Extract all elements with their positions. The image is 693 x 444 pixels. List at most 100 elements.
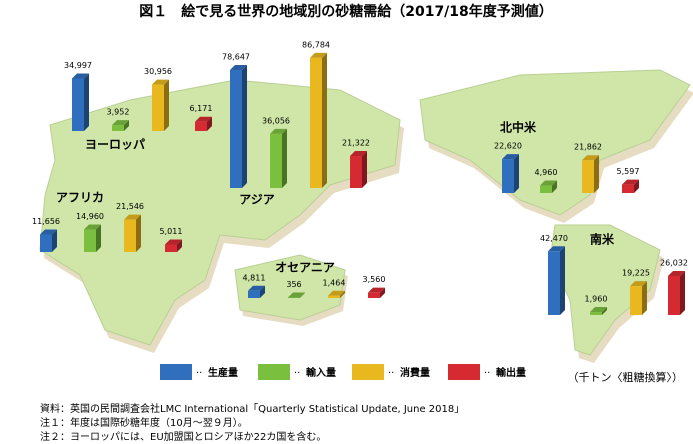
bar-side <box>552 180 557 193</box>
bar <box>622 184 634 193</box>
bar <box>195 121 207 131</box>
region-label: アフリカ <box>56 191 104 205</box>
data-label: 78,647 <box>222 53 250 62</box>
bar-side <box>282 128 287 188</box>
legend-swatch <box>258 364 290 380</box>
bar-side <box>136 214 141 252</box>
bar-top <box>502 154 519 160</box>
bar-side <box>560 246 565 315</box>
bar <box>112 125 124 131</box>
data-label: 4,960 <box>535 168 558 177</box>
data-label: 356 <box>286 280 301 289</box>
data-label: 42,470 <box>540 234 568 243</box>
data-label: 86,784 <box>302 40 330 49</box>
bar-top <box>668 270 685 276</box>
bar <box>248 290 260 298</box>
bar-top <box>350 151 367 157</box>
bar-top <box>622 179 639 185</box>
bar-top <box>230 65 247 71</box>
bar-top <box>248 285 265 291</box>
bar-top <box>40 229 57 235</box>
bar-side <box>322 52 327 188</box>
data-label: 21,546 <box>116 202 144 211</box>
note: 注１：年度は国際砂糖年度（10月～翌９月）。 <box>40 416 248 429</box>
bar-top <box>540 180 557 186</box>
bar-top <box>288 292 305 298</box>
bar <box>310 57 322 188</box>
bar-side <box>594 155 599 193</box>
data-label: 21,322 <box>342 139 370 148</box>
data-label: 26,032 <box>660 258 688 267</box>
data-label: 34,997 <box>64 61 92 70</box>
legend-dots: ·· <box>294 368 300 379</box>
bar <box>72 78 84 131</box>
bar <box>165 244 177 252</box>
legend-dots: ·· <box>388 368 394 379</box>
bar <box>124 219 136 252</box>
bar-top <box>165 239 182 245</box>
legend-dots: ·· <box>484 368 490 379</box>
bar-side <box>300 292 305 298</box>
legend-swatch <box>448 364 480 380</box>
legend-swatch <box>160 364 192 380</box>
unit-note: （千トン〈粗糖換算〉） <box>568 370 684 384</box>
legend-swatch <box>352 364 384 380</box>
bar-side <box>362 151 367 188</box>
bar-top <box>152 79 169 85</box>
bar-side <box>260 285 265 298</box>
data-label: 3,952 <box>107 108 130 117</box>
bar-top <box>124 214 141 220</box>
data-label: 22,620 <box>494 142 522 151</box>
region-label: 北中米 <box>500 120 537 135</box>
bar-top <box>112 120 129 126</box>
bar-side <box>96 224 101 252</box>
bar-side <box>642 281 647 315</box>
bar <box>368 292 380 298</box>
region-label: ヨーロッパ <box>85 138 145 152</box>
bar-side <box>680 270 685 315</box>
bar <box>270 133 282 188</box>
data-label: 5,011 <box>160 227 183 236</box>
data-label: 36,056 <box>262 116 290 125</box>
chart-title: 図１ 絵で見る世界の地域別の砂糖需給（2017/18年度予測値） <box>139 3 553 20</box>
data-label: 14,960 <box>76 212 104 221</box>
bar-side <box>602 307 607 315</box>
bar-side <box>340 290 345 298</box>
region-label: 南米 <box>590 232 615 247</box>
bar-top <box>630 281 647 287</box>
bar-side <box>177 239 182 252</box>
bar-side <box>52 229 57 252</box>
bar-side <box>124 120 129 131</box>
note: 注２：ヨーロッパには、EU加盟国とロシアほか22カ国を含む。 <box>40 430 326 443</box>
bar <box>548 251 560 315</box>
bar <box>590 312 602 315</box>
bar-top <box>328 290 345 296</box>
bar-top <box>310 52 327 58</box>
legend-label: 消費量 <box>400 366 430 379</box>
bar-side <box>207 116 212 131</box>
bar-side <box>634 179 639 193</box>
data-label: 1,960 <box>585 295 608 304</box>
bar <box>502 159 514 193</box>
bar-top <box>270 128 287 134</box>
bar <box>668 275 680 315</box>
data-label: 11,656 <box>32 217 60 226</box>
bar <box>40 234 52 252</box>
bar <box>582 160 594 193</box>
bar-side <box>84 73 89 131</box>
bar-side <box>242 65 247 188</box>
bar-top <box>368 287 385 293</box>
bar-top <box>582 155 599 161</box>
bar-side <box>514 154 519 193</box>
bar-top <box>590 307 607 313</box>
data-label: 4,811 <box>243 273 266 282</box>
legend-dots: ·· <box>196 368 202 379</box>
data-label: 6,171 <box>190 104 213 113</box>
bar-top <box>72 73 89 79</box>
bar <box>540 185 552 193</box>
region-label: オセアニア <box>275 261 335 275</box>
legend-label: 輸入量 <box>306 366 336 379</box>
data-label: 5,597 <box>617 167 640 176</box>
region-label: アジア <box>239 193 275 207</box>
